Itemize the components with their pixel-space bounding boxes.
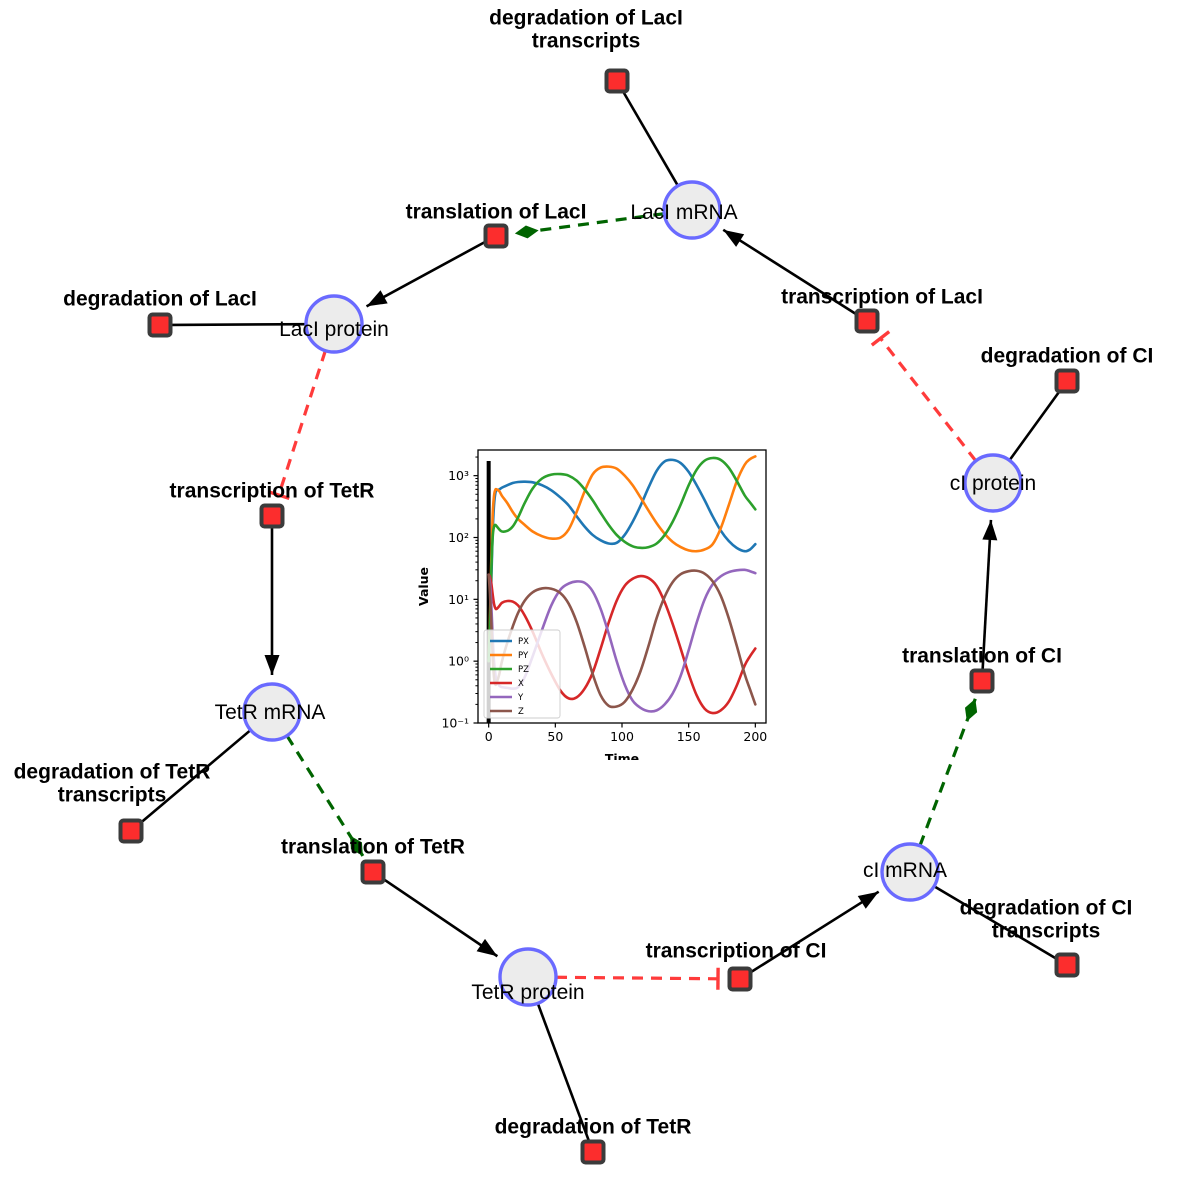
reaction-node-translation_ci[interactable]: [969, 668, 995, 694]
arrowhead-triangle: [476, 938, 498, 957]
edge-substrate: [138, 729, 252, 825]
xtick-label: 150: [677, 729, 701, 744]
y-axis-title: Value: [416, 567, 431, 606]
species-node-tetr_mrna[interactable]: [242, 682, 302, 742]
xtick-label: 200: [743, 729, 767, 744]
reaction-node-translation_laci[interactable]: [483, 223, 509, 249]
xtick-label: 0: [485, 729, 493, 744]
arrowhead-diamond: [964, 698, 978, 722]
reaction-nodes-group: [118, 68, 1080, 1165]
edge-inhibition: [267, 350, 327, 501]
edges-group: [138, 89, 1062, 1143]
arrowhead-tbar: [267, 490, 290, 501]
arrowhead-triangle: [366, 290, 388, 307]
ytick-label: 10³: [448, 468, 469, 483]
species-node-ci_mrna[interactable]: [880, 842, 940, 902]
reaction-node-degradation_tetr[interactable]: [580, 1139, 606, 1165]
reaction-node-degradation_tetr_transcripts[interactable]: [118, 818, 144, 844]
species-node-laci_protein[interactable]: [304, 294, 364, 354]
legend-label-PZ: PZ: [518, 665, 529, 675]
species-node-laci_mrna[interactable]: [662, 180, 722, 240]
xtick-label: 100: [610, 729, 634, 744]
edge-substrate: [621, 89, 680, 187]
edge-modifier: [918, 698, 978, 847]
edge-substrate: [1008, 389, 1062, 462]
edge-product: [365, 240, 487, 308]
ytick-label: 10²: [448, 530, 469, 545]
edge-product: [264, 527, 280, 675]
reaction-node-degradation_ci[interactable]: [1054, 368, 1080, 394]
arrowhead-diamond: [350, 835, 363, 856]
reaction-node-degradation_laci[interactable]: [147, 312, 173, 338]
reaction-node-translation_tetr[interactable]: [360, 859, 386, 885]
axis-ticks: 0 50 100 150 200 10⁻¹ 10⁰ 10¹ 10² 10³: [441, 456, 767, 744]
reaction-node-transcription_tetr[interactable]: [259, 503, 285, 529]
edge-substrate: [536, 1002, 591, 1143]
arrowhead-triangle: [723, 229, 745, 247]
legend-label-Y: Y: [517, 693, 524, 703]
chart-legend: PX PY PZ XYZ: [483, 629, 561, 719]
timecourse-chart: 0 50 100 150 20010⁻¹10⁰10¹10²10³TimeValuePXP…: [416, 449, 767, 760]
edge-product: [981, 519, 998, 671]
ytick-label: 10⁻¹: [441, 716, 469, 731]
arrowhead-triangle: [982, 519, 998, 541]
edge-product: [722, 228, 859, 317]
species-nodes-group: [242, 180, 1023, 1007]
arrowhead-diamond: [514, 225, 539, 239]
legend-label-PX: PX: [518, 637, 529, 647]
legend-label-PY: PY: [518, 651, 529, 661]
species-node-tetr_protein[interactable]: [498, 947, 558, 1007]
reaction-node-transcription_laci[interactable]: [854, 308, 880, 334]
edge-product: [748, 890, 880, 975]
ytick-label: 10¹: [448, 592, 469, 607]
reaction-node-degradation_laci_transcripts[interactable]: [604, 68, 630, 94]
edge-product: [381, 877, 499, 958]
edge-inhibition: [870, 330, 978, 462]
arrowhead-tbar: [870, 330, 891, 347]
reaction-node-degradation_ci_transcripts[interactable]: [1054, 952, 1080, 978]
species-node-ci_protein[interactable]: [963, 453, 1023, 513]
ytick-label: 10⁰: [448, 654, 469, 669]
edge-modifier: [514, 212, 665, 239]
series-line-PZ: [487, 456, 757, 663]
arrowhead-triangle: [264, 655, 280, 675]
legend-label-X: X: [518, 679, 524, 689]
simulation-timecourse-inset: 0 50 100 150 200 10⁻¹ 10⁰ 10¹ 10² 10³ Time Value PX P…: [406, 434, 778, 760]
edge-substrate: [933, 885, 1059, 961]
x-axis-title: Time: [605, 751, 639, 760]
edge-modifier: [285, 734, 365, 857]
series-line-PY: [487, 455, 757, 663]
edge-inhibition: [555, 967, 720, 990]
arrowhead-triangle: [857, 891, 879, 909]
series-line-X: [487, 573, 757, 715]
reaction-node-transcription_ci[interactable]: [727, 966, 753, 992]
edge-substrate: [170, 322, 307, 327]
xtick-label: 50: [547, 729, 563, 744]
legend-label-Z: Z: [518, 707, 524, 717]
